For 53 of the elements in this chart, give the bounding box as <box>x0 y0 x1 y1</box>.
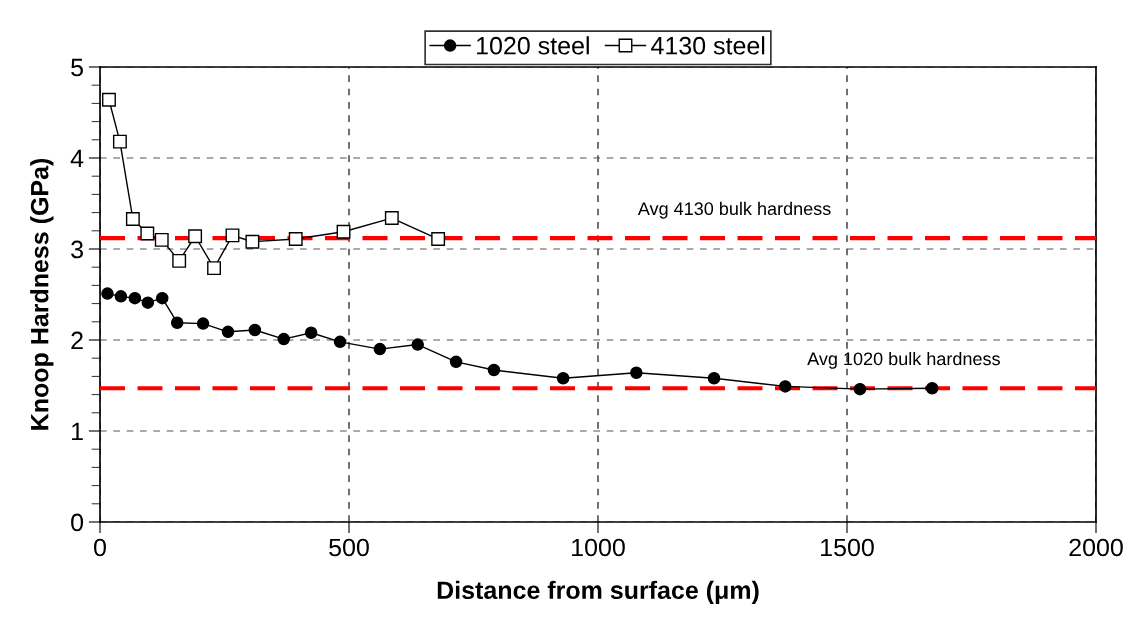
point <box>333 335 347 349</box>
x-tick-label: 1500 <box>821 538 874 557</box>
point <box>336 224 351 239</box>
point <box>245 234 260 249</box>
point <box>288 232 303 246</box>
y-tick-label: 3 <box>71 240 83 259</box>
point <box>140 226 155 241</box>
point <box>304 326 318 339</box>
point <box>411 338 424 351</box>
point <box>207 261 221 276</box>
legend-label: 1020 steel <box>477 36 589 55</box>
point <box>125 212 140 226</box>
point <box>630 366 643 380</box>
point <box>431 232 446 246</box>
x-tick-label: 500 <box>329 538 369 557</box>
point <box>112 134 127 149</box>
y-axis-title: Knoop Hardness (GPa) <box>30 158 54 430</box>
y-tick-label: 5 <box>71 58 83 77</box>
point <box>707 371 721 385</box>
x-axis-title: Distance from surface (μm) <box>437 580 759 605</box>
point <box>221 325 235 339</box>
ref-line-label: Avg 1020 bulk hardness <box>807 351 1000 369</box>
point <box>101 287 114 300</box>
point <box>248 323 262 337</box>
point <box>277 332 291 346</box>
point <box>556 371 570 385</box>
point <box>225 228 240 243</box>
point <box>487 363 501 377</box>
ref-line-label: Avg 4130 bulk hardness <box>637 201 831 219</box>
point <box>373 342 387 356</box>
point <box>114 290 128 303</box>
point <box>925 381 939 395</box>
legend-label: 4130 steel <box>651 36 765 55</box>
point <box>778 380 792 393</box>
point <box>102 92 116 107</box>
y-tick-label: 2 <box>71 331 83 350</box>
y-tick-label: 0 <box>71 513 84 532</box>
point <box>141 296 155 309</box>
x-tick-label: 0 <box>94 538 106 557</box>
point <box>155 291 169 305</box>
x-tick-label: 1000 <box>572 538 625 557</box>
point <box>384 211 399 226</box>
point <box>154 232 169 247</box>
point <box>128 291 142 305</box>
y-tick-label: 4 <box>70 149 84 168</box>
point <box>196 317 210 330</box>
point <box>449 355 463 369</box>
point <box>188 229 203 244</box>
point <box>170 316 184 329</box>
y-tick-label: 1 <box>72 422 83 441</box>
x-tick-label: 2000 <box>1069 538 1123 557</box>
point <box>853 382 867 396</box>
point <box>172 253 187 268</box>
